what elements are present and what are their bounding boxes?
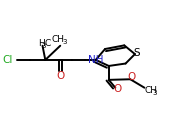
Text: 3: 3	[152, 90, 157, 96]
Text: O: O	[57, 71, 65, 81]
Text: CH: CH	[144, 87, 157, 95]
Text: H: H	[38, 39, 45, 48]
Text: C: C	[44, 39, 50, 48]
Text: Cl: Cl	[2, 55, 12, 64]
Text: CH: CH	[52, 35, 65, 44]
Text: NH: NH	[88, 55, 104, 64]
Text: O: O	[113, 84, 121, 94]
Text: 3: 3	[63, 38, 67, 45]
Text: 3: 3	[42, 43, 46, 49]
Text: O: O	[128, 72, 136, 82]
Text: S: S	[134, 49, 140, 58]
